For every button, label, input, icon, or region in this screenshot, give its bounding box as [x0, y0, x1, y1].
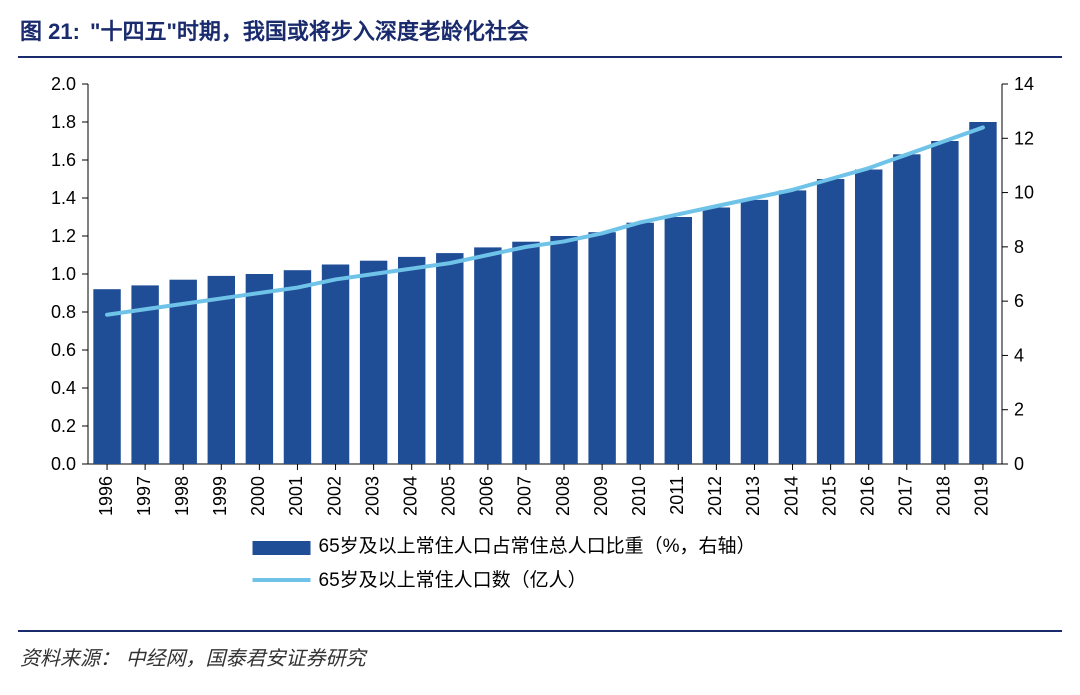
y-left-tick-label: 1.4 [51, 188, 76, 208]
y-right-tick-label: 14 [1014, 74, 1034, 94]
x-tick-label: 1999 [210, 476, 230, 516]
x-tick-label: 2000 [248, 476, 268, 516]
bar [436, 253, 463, 464]
x-tick-label: 2008 [553, 476, 573, 516]
y-right-tick-label: 0 [1014, 454, 1024, 474]
legend-swatch-bar [253, 541, 311, 555]
x-tick-label: 1997 [134, 476, 154, 516]
bar [246, 274, 273, 464]
y-left-tick-label: 0.4 [51, 378, 76, 398]
y-left-tick-label: 1.2 [51, 226, 76, 246]
x-tick-label: 2010 [629, 476, 649, 516]
bottom-rule [18, 630, 1062, 632]
bar [512, 242, 539, 464]
bar [626, 223, 653, 464]
x-tick-label: 2012 [705, 476, 725, 516]
bar [208, 276, 235, 464]
bar [703, 208, 730, 465]
figure-title: 图 21: "十四五"时期，我国或将步入深度老龄化社会 [18, 10, 1062, 56]
x-tick-label: 2019 [972, 476, 992, 516]
x-tick-label: 2011 [667, 476, 687, 515]
bar [550, 236, 577, 464]
source-text: 中经网，国泰君安证券研究 [126, 648, 366, 670]
legend: 65岁及以上常住人口占常住总人口比重（%，右轴） 65岁及以上常住人口数（亿人） [253, 535, 756, 591]
y-right-tick-label: 4 [1014, 345, 1024, 365]
y-left-tick-label: 0.6 [51, 340, 76, 360]
x-tick-label: 2006 [477, 476, 497, 516]
x-tick-label: 2016 [857, 476, 877, 516]
figure-number: 图 21: [20, 19, 80, 44]
chart-area: 0.0 0.2 0.4 0.6 0.8 1.0 1.2 1.4 1.6 1.8 2.0 0 2 4 6 8 10… [18, 64, 1062, 624]
x-tick-label: 2003 [362, 476, 382, 516]
y-left-tick-label: 1.8 [51, 112, 76, 132]
bar [360, 261, 387, 464]
y-right-tick-label: 2 [1014, 400, 1024, 420]
y-left-tick-label: 0.2 [51, 416, 76, 436]
legend-label: 65岁及以上常住人口数（亿人） [319, 569, 587, 591]
x-tick-label: 2013 [743, 476, 763, 516]
y-right-tick-label: 8 [1014, 237, 1024, 257]
y-right-tick-label: 10 [1014, 183, 1034, 203]
x-tick-label: 1996 [96, 476, 116, 516]
y-left-tick-label: 0.0 [51, 454, 76, 474]
bar [931, 141, 958, 464]
x-tick-label: 2007 [515, 476, 535, 516]
x-tick-label: 2002 [324, 476, 344, 516]
bar [398, 257, 425, 464]
bar [665, 217, 692, 464]
bar [322, 265, 349, 465]
top-rule [18, 56, 1062, 58]
x-tick-label: 2004 [400, 476, 420, 516]
legend-label: 65岁及以上常住人口占常住总人口比重（%，右轴） [319, 535, 756, 557]
figure-container: 图 21: "十四五"时期，我国或将步入深度老龄化社会 0.0 0.2 0.4 0.6… [0, 0, 1080, 695]
figure-title-text: "十四五"时期，我国或将步入深度老龄化社会 [90, 19, 529, 44]
y-left-tick-label: 1.6 [51, 150, 76, 170]
combo-chart: 0.0 0.2 0.4 0.6 0.8 1.0 1.2 1.4 1.6 1.8 2.0 0 2 4 6 8 10… [18, 64, 1062, 624]
bar [588, 232, 615, 464]
bar [169, 280, 196, 464]
x-tick-label: 2009 [591, 476, 611, 516]
y-right-tick-label: 12 [1014, 128, 1034, 148]
y-left-tick-label: 2.0 [51, 74, 76, 94]
bar [474, 247, 501, 464]
bar [893, 154, 920, 464]
x-tick-label: 2014 [781, 476, 801, 516]
x-tick-label: 2018 [934, 476, 954, 516]
bar [817, 179, 844, 464]
y-right-tick-label: 6 [1014, 291, 1024, 311]
bar [855, 170, 882, 465]
x-tick-label: 2015 [819, 476, 839, 516]
source-line: 资料来源： 中经网，国泰君安证券研究 [18, 638, 1062, 671]
source-label: 资料来源： [20, 648, 120, 670]
x-tick-label: 2005 [439, 476, 459, 516]
line-series [107, 127, 983, 314]
x-tick-label: 2001 [286, 476, 306, 516]
x-tick-label: 2017 [896, 476, 916, 516]
y-left-tick-label: 0.8 [51, 302, 76, 322]
bar [284, 270, 311, 464]
bar [969, 122, 996, 464]
y-left-tick-label: 1.0 [51, 264, 76, 284]
x-tick-label: 1998 [172, 476, 192, 516]
bar [741, 200, 768, 464]
bar [779, 190, 806, 464]
